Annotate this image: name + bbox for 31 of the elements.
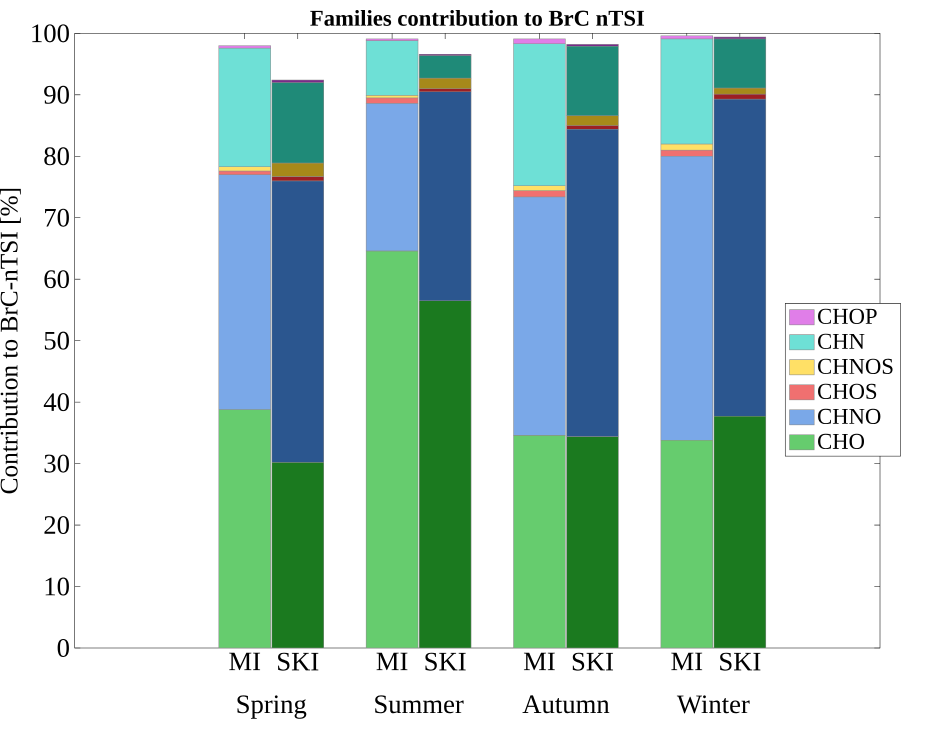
y-tick-label: 20 <box>44 516 69 534</box>
x-tick-label: MI <box>524 652 555 670</box>
x-tick-label: SKI <box>425 652 466 671</box>
legend-label: CHOP <box>818 308 877 324</box>
chart-title: Families contribution to BrC nTSI <box>310 10 644 26</box>
legend-label: CHNOS <box>818 358 893 374</box>
legend-label: CHOS <box>818 384 876 400</box>
x-tick-label: MI <box>671 652 702 670</box>
text: Autumn <box>522 695 610 714</box>
y-axis-title: Contribution to BrC-nTSI [%] <box>0 188 21 494</box>
text: Spring <box>237 695 306 719</box>
y-tick-label: 50 <box>44 332 69 350</box>
legend-label: CHNO <box>818 408 880 424</box>
y-tick-label: 70 <box>45 208 69 227</box>
legend-label: CHN <box>818 334 864 350</box>
y-tick-label: 10 <box>46 578 69 596</box>
x-tick-label: SKI <box>278 652 318 671</box>
y-tick-label: 60 <box>44 270 69 288</box>
x-tick-label: MI <box>376 652 408 670</box>
y-tick-label: 90 <box>44 86 69 104</box>
x-tick-label: SKI <box>720 652 760 671</box>
x-tick-label: SKI <box>572 652 614 671</box>
legend-label: CHO <box>818 434 864 450</box>
text: Winter <box>676 695 750 714</box>
y-tick-label: 80 <box>44 147 69 166</box>
x-tick-label: MI <box>229 652 260 670</box>
y-tick-label: 100 <box>32 24 69 42</box>
text: Summer <box>375 695 464 714</box>
y-tick-label: 30 <box>44 454 69 473</box>
y-tick-label: 0 <box>58 639 69 657</box>
y-tick-label: 40 <box>44 393 69 412</box>
